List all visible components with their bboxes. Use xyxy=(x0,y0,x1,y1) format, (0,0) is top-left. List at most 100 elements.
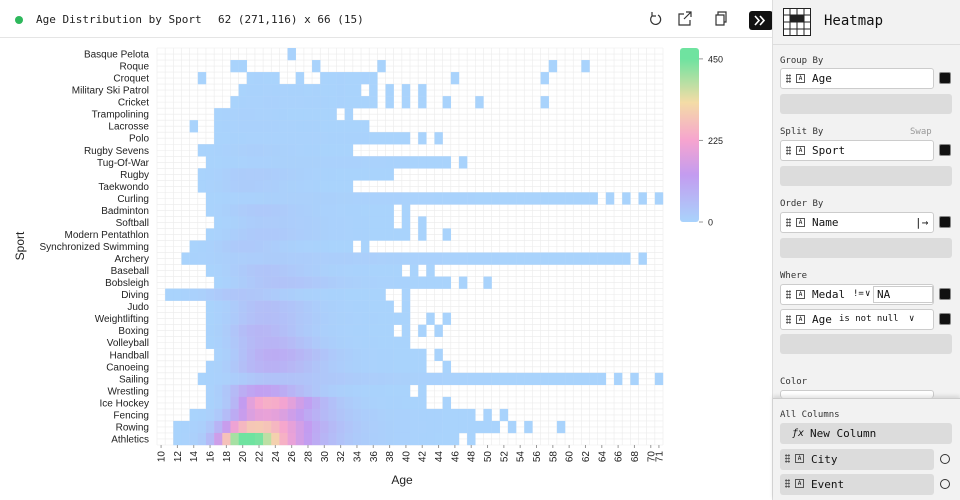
color-swatch[interactable] xyxy=(939,288,951,300)
heatmap-cell xyxy=(295,420,305,434)
drop-zone[interactable] xyxy=(780,166,952,186)
heatmap-cell xyxy=(401,288,411,301)
collapse-button[interactable] xyxy=(749,11,773,30)
heatmap-cell xyxy=(263,336,272,349)
heatmap-cell xyxy=(352,252,362,265)
heatmap-cell xyxy=(426,192,435,205)
heatmap-cell xyxy=(328,192,337,205)
heatmap-cell xyxy=(320,144,329,157)
toggle[interactable] xyxy=(940,454,950,464)
heatmap-cell xyxy=(238,324,247,337)
heatmap-cell xyxy=(352,384,362,398)
heatmap-cell xyxy=(238,312,247,325)
heatmap-cell xyxy=(197,72,207,85)
heatmap-cell xyxy=(352,132,362,145)
heatmap-cell xyxy=(467,420,476,434)
heatmap-cell xyxy=(287,432,296,446)
heatmap-cell xyxy=(205,240,215,253)
heatmap-cell xyxy=(442,396,452,410)
x-tick-label: 42 xyxy=(418,451,429,463)
heatmap-cell xyxy=(352,192,362,205)
heatmap-cell xyxy=(401,96,411,109)
heatmap-cell xyxy=(295,252,305,265)
heatmap-cell xyxy=(238,276,247,289)
heatmap-cell xyxy=(410,396,419,410)
heatmap-cell xyxy=(426,408,435,422)
heatmap-cell xyxy=(369,324,378,337)
drop-zone[interactable] xyxy=(780,238,952,258)
top-bar xyxy=(0,0,772,38)
heatmap-cell xyxy=(287,252,296,265)
new-column-button[interactable]: ƒx New Column xyxy=(780,423,952,444)
export-icon[interactable] xyxy=(678,11,692,26)
drop-zone[interactable] xyxy=(780,94,952,114)
heatmap-cell xyxy=(263,384,272,398)
heatmap-cell xyxy=(246,72,256,85)
heatmap-cell xyxy=(418,276,427,289)
heatmap-cell xyxy=(205,372,215,386)
heatmap-cell xyxy=(450,72,460,85)
filter-pill[interactable]: A Age is not null ∨ xyxy=(780,309,934,330)
heatmap-cell xyxy=(524,420,533,434)
color-swatch[interactable] xyxy=(939,144,951,156)
copy-icon[interactable] xyxy=(715,11,727,26)
filter-pill[interactable]: A Medal != ∨ NA xyxy=(780,284,934,305)
toggle[interactable] xyxy=(940,479,950,489)
heatmap-cell xyxy=(263,276,272,289)
heatmap-cell xyxy=(344,360,354,374)
heatmap-cell xyxy=(540,96,549,109)
heatmap-cell xyxy=(214,348,223,361)
heatmap-cell xyxy=(222,336,231,349)
heatmap-cell xyxy=(230,60,239,73)
heatmap-cell xyxy=(328,372,337,386)
heatmap-cell xyxy=(361,216,370,229)
heatmap-cell xyxy=(320,120,329,133)
filter-value[interactable]: NA xyxy=(873,286,933,303)
heatmap-cell xyxy=(475,372,484,386)
heatmap-cell xyxy=(238,372,247,386)
heatmap-cell xyxy=(271,72,280,85)
heatmap-cell xyxy=(377,156,386,169)
heatmap-cell xyxy=(622,252,631,265)
reset-icon[interactable] xyxy=(650,12,662,25)
swap-button[interactable]: Swap xyxy=(910,127,932,137)
heatmap-cell xyxy=(303,288,313,301)
heatmap-cell xyxy=(507,420,517,434)
heatmap-cell xyxy=(222,228,231,241)
heatmap-cell xyxy=(271,240,280,253)
heatmap-cell xyxy=(410,432,419,446)
color-swatch[interactable] xyxy=(939,313,951,325)
y-axis-label: Sport xyxy=(13,231,27,260)
heatmap-cell xyxy=(401,216,411,229)
column-pill[interactable]: A Event xyxy=(780,474,934,495)
heatmap-cell xyxy=(312,84,321,97)
color-swatch[interactable] xyxy=(939,216,951,228)
heatmap-cell xyxy=(344,324,354,337)
heatmap-cell xyxy=(393,432,403,446)
heatmap-cell xyxy=(295,108,305,121)
heatmap-cell xyxy=(320,108,329,121)
column-pill[interactable]: A Sport xyxy=(780,140,934,161)
x-tick-label: 70 xyxy=(646,451,657,463)
column-pill[interactable]: A Age xyxy=(780,68,934,89)
heatmap-cell xyxy=(361,300,370,313)
column-pill[interactable]: A City xyxy=(780,449,934,470)
heatmap-cell xyxy=(246,216,256,229)
drop-zone[interactable] xyxy=(780,334,952,354)
heatmap-cell xyxy=(287,372,296,386)
filter-op[interactable]: is not null xyxy=(839,314,899,324)
heatmap-cell xyxy=(320,372,329,386)
color-swatch[interactable] xyxy=(939,72,951,84)
column-pill[interactable] xyxy=(780,390,934,398)
heatmap-cell xyxy=(434,372,443,386)
heatmap-cell xyxy=(254,156,264,169)
y-tick-label: Curling xyxy=(117,194,149,205)
heatmap-cell xyxy=(230,276,239,289)
filter-op[interactable]: != xyxy=(853,289,864,299)
x-tick-label: 26 xyxy=(287,451,298,463)
column-pill[interactable]: A Name |→ xyxy=(780,212,934,233)
heatmap-cell xyxy=(369,360,378,374)
column-name: Age xyxy=(812,313,832,326)
heatmap-cell xyxy=(205,432,215,446)
heatmap-cell xyxy=(418,156,427,169)
